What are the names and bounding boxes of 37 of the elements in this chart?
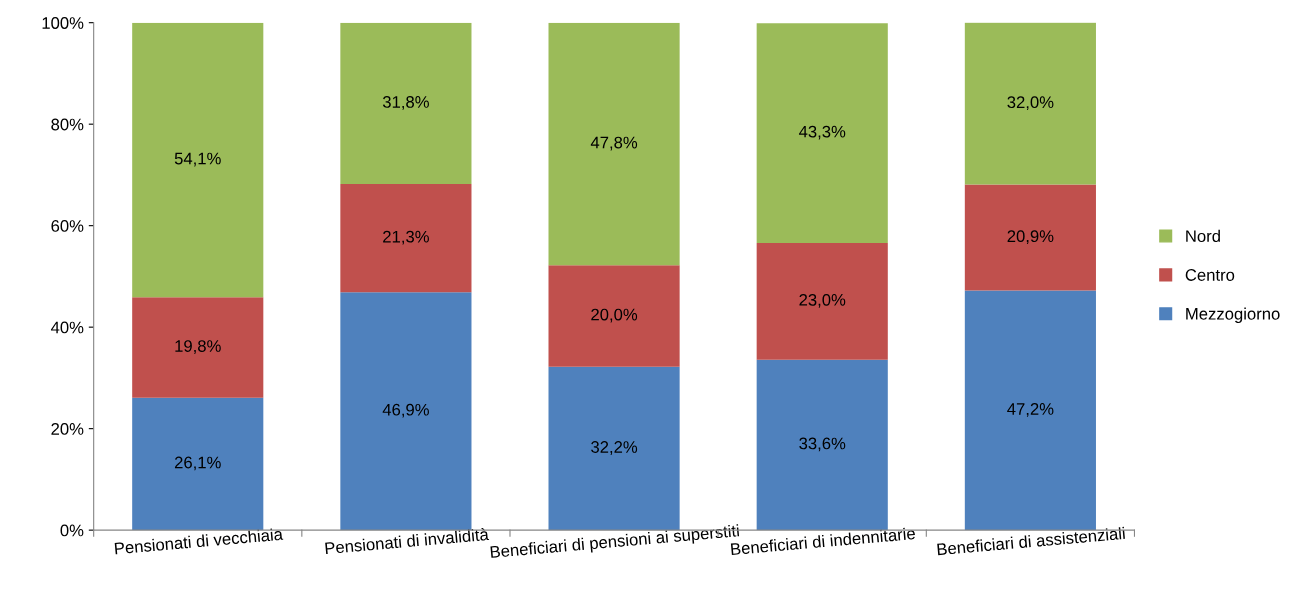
bar bbox=[340, 22, 472, 185]
y-tick-label: 100% bbox=[42, 17, 84, 29]
y-tick-label: 60% bbox=[51, 220, 84, 232]
bar bbox=[964, 22, 1096, 185]
data-label: 47,2% bbox=[1007, 403, 1054, 417]
data-label: 19,8% bbox=[175, 340, 221, 354]
y-tick-label: 80% bbox=[51, 118, 84, 131]
bar bbox=[756, 242, 888, 360]
x-tick-label: Pensionati di vecchiaia bbox=[114, 527, 284, 555]
bar bbox=[964, 184, 1096, 291]
bar bbox=[340, 184, 472, 293]
bar bbox=[548, 265, 680, 367]
data-label: 21,3% bbox=[383, 230, 429, 245]
data-label: 31,8% bbox=[382, 96, 429, 110]
data-label: 33,6% bbox=[799, 437, 846, 452]
x-tick-label: Pensionati di invalidità bbox=[325, 527, 490, 555]
bar bbox=[548, 22, 680, 266]
data-label: 20,9% bbox=[1007, 230, 1054, 245]
legend-label: Nord bbox=[1186, 229, 1220, 243]
data-label: 54,1% bbox=[174, 152, 221, 167]
x-tick-label: Beneficiari di assistenziali bbox=[937, 526, 1125, 556]
bar bbox=[132, 22, 264, 298]
data-label: 23,0% bbox=[799, 293, 846, 308]
data-label: 46,9% bbox=[382, 403, 429, 418]
data-label: 20,0% bbox=[591, 308, 638, 323]
legend-label: Mezzogiorno bbox=[1186, 307, 1280, 324]
legend-label: Centro bbox=[1185, 269, 1235, 281]
y-tick-label: 40% bbox=[50, 321, 84, 334]
y-tick-label: 0% bbox=[60, 524, 84, 537]
data-label: 32,2% bbox=[591, 441, 638, 455]
data-label: 32,0% bbox=[1007, 96, 1054, 111]
y-tick-label: 20% bbox=[51, 423, 84, 435]
data-label: 43,3% bbox=[798, 125, 846, 140]
bar bbox=[756, 23, 888, 243]
data-label: 26,1% bbox=[174, 456, 221, 471]
data-label: 47,8% bbox=[590, 136, 638, 151]
bar bbox=[132, 297, 264, 398]
